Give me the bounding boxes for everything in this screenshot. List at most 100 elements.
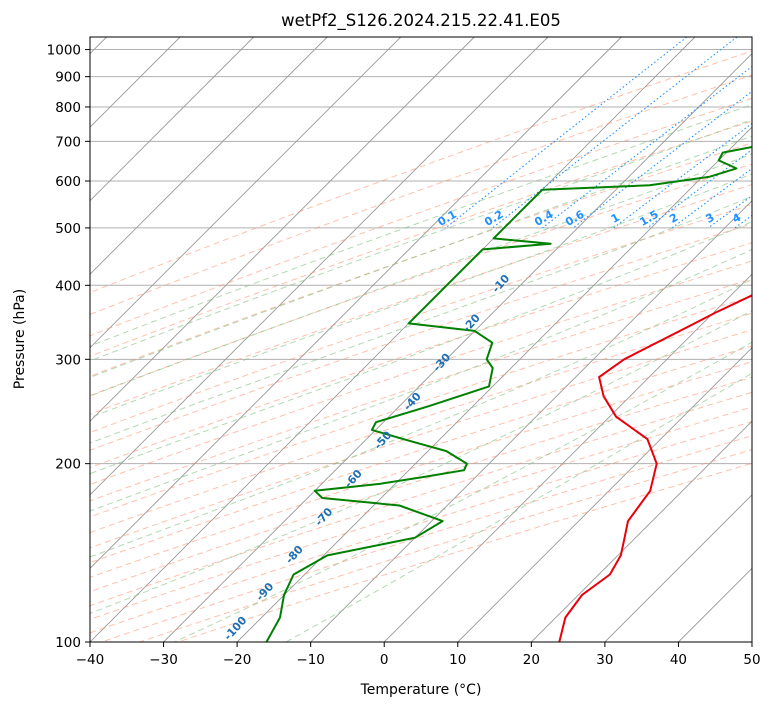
dry-adiabat-line: [90, 376, 752, 593]
mixing-ratio-label: 0.4: [532, 208, 556, 229]
theta-e-label: -90: [253, 580, 276, 604]
theta-e-label: -70: [312, 505, 335, 529]
dry-adiabat-line: [90, 74, 752, 316]
x-tick-label: 40: [670, 652, 687, 668]
dry-adiabat-line: [90, 295, 752, 518]
mixing-ratio-line: [734, 214, 752, 229]
moist-adiabat-line: [90, 104, 752, 347]
x-axis: −40 −30 −20 −10 0 10 20 30 40 50: [76, 642, 761, 668]
isotherm-line: [90, 37, 255, 202]
isotherm-line: [90, 37, 402, 349]
y-tick-label: 600: [55, 174, 81, 190]
isotherm-line: [678, 567, 752, 642]
dry-adiabat-line: [90, 345, 752, 564]
isotherm-line: [383, 273, 752, 642]
dry-adiabat-line: [90, 203, 752, 434]
moist-adiabat-line: [90, 310, 752, 614]
dry-adiabat-line: [90, 120, 752, 357]
mixing-ratio-line: [671, 167, 752, 229]
theta-e-label: -10: [489, 272, 512, 296]
y-tick-label: 100: [55, 635, 81, 651]
y-tick-label: 500: [55, 221, 81, 237]
isotherm-line: [751, 641, 752, 642]
mixing-ratio-line: [613, 122, 752, 229]
dry-adiabat-line: [90, 278, 752, 502]
isotherm-line: [310, 200, 752, 642]
isotherm-line: [90, 37, 696, 642]
line-labels: 0.1 0.2 0.4 0.6 1 1.5 2 3 4-100-90-80-70-60-50-4…: [221, 208, 743, 643]
moist-adiabat-line: [90, 153, 752, 397]
dry-adiabat-line: [90, 142, 752, 377]
dry-adiabat-line: [90, 361, 752, 578]
mixing-ratio-label: 0.2: [482, 208, 505, 229]
mixing-ratio-line: [445, 37, 688, 229]
plot-frame: [89, 36, 753, 643]
isotherm-line: [530, 420, 752, 642]
y-tick-label: 400: [55, 278, 81, 294]
x-tick-label: −30: [149, 652, 178, 668]
y-axis-label: Pressure (hPa): [12, 289, 28, 389]
dry-adiabat-line: [90, 391, 752, 607]
x-tick-label: −10: [296, 652, 325, 668]
chart-title: wetPf2_S126.2024.215.22.41.E05: [281, 11, 561, 31]
dry-adiabat-line: [101, 435, 752, 642]
x-tick-label: −20: [223, 652, 252, 668]
moist-adiabat-line: [90, 196, 752, 444]
x-tick-label: 20: [523, 652, 540, 668]
dry-adiabat-line: [90, 163, 752, 397]
mixing-ratio-label: 2: [667, 211, 680, 226]
isotherm-line: [457, 347, 752, 642]
moist-adiabat-line: [90, 173, 752, 419]
mixing-ratio-label: 4: [730, 211, 743, 226]
dry-adiabat-line: [90, 421, 752, 634]
isotherm-line: [236, 126, 752, 642]
moist-adiabat-line: [90, 135, 752, 378]
moist-adiabat-line: [90, 278, 752, 558]
mixing-ratio-label: 0.6: [563, 208, 587, 229]
theta-e-label: -30: [430, 351, 453, 375]
isotherm-line: [163, 52, 752, 642]
x-tick-label: −40: [76, 652, 105, 668]
moist-adiabat-line: [90, 248, 752, 512]
isotherm-line: [90, 37, 475, 422]
y-tick-label: 700: [55, 134, 81, 150]
theta-e-label: -80: [283, 543, 306, 567]
moist-adiabat-line: [90, 119, 752, 362]
mixing-ratio-line: [572, 90, 752, 229]
dry-adiabat-line: [177, 462, 752, 642]
dry-adiabat-line: [90, 312, 752, 534]
x-tick-label: 30: [596, 652, 613, 668]
y-tick-label: 900: [55, 70, 81, 86]
isotherm-line: [90, 37, 549, 496]
mixing-ratio-label: 1.5: [637, 208, 660, 229]
theta-e-label: -20: [460, 311, 483, 335]
y-tick-label: 1000: [47, 43, 81, 59]
mixing-ratio-line: [542, 65, 752, 229]
dry-adiabat-line: [90, 329, 752, 549]
dry-adiabat-line: [90, 97, 752, 337]
y-tick-label: 200: [55, 457, 81, 473]
dry-adiabat-line: [90, 242, 752, 469]
y-tick-label: 300: [55, 352, 81, 368]
isotherm-line: [90, 37, 622, 570]
x-tick-label: 10: [449, 652, 466, 668]
dry-adiabat-line: [90, 223, 752, 451]
isotherm-line: [90, 37, 328, 275]
dry-adiabat-line: [90, 260, 752, 486]
x-tick-label: 50: [743, 652, 760, 668]
dry-adiabat-line: [90, 184, 752, 415]
dewpoint-profile: [265, 145, 752, 642]
y-axis: 100 200 300 400 500 600 700 800 900 1000: [47, 43, 90, 651]
mixing-ratio-line: [492, 37, 738, 229]
profile-lines: [265, 145, 752, 642]
y-tick-label: 800: [55, 100, 81, 116]
background-lines: [90, 37, 752, 642]
isotherm-line: [604, 494, 752, 642]
theta-e-label: -50: [371, 428, 394, 452]
x-tick-label: 0: [380, 652, 389, 668]
temperature-profile: [558, 294, 752, 642]
theta-e-label: -40: [401, 390, 424, 414]
moist-adiabat-line: [90, 221, 752, 475]
dry-adiabat-line: [90, 50, 752, 294]
